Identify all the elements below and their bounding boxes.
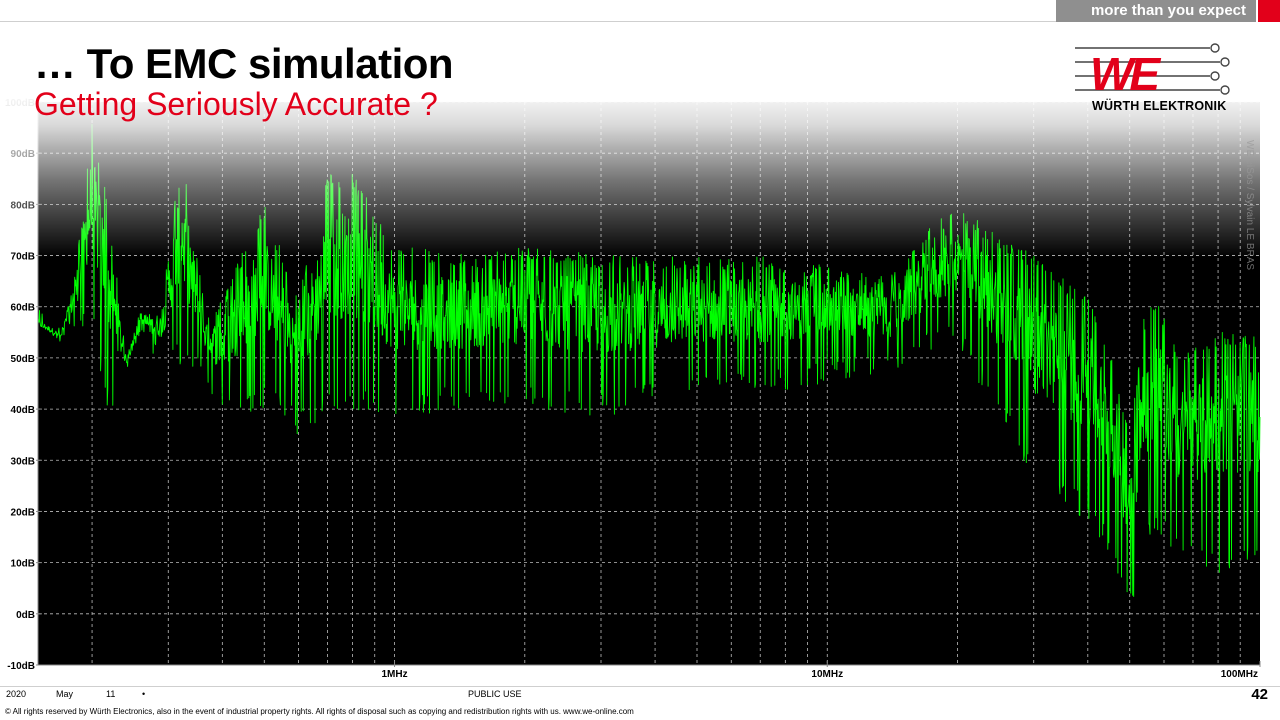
footer-classification: PUBLIC USE <box>468 689 522 699</box>
y-tick-label: 20dB <box>11 507 35 518</box>
chart-grid <box>38 101 1260 666</box>
footer-bullet: • <box>142 689 146 699</box>
slide-title: … To EMC simulation <box>34 40 454 87</box>
tagline-banner: more than you expect <box>1056 0 1256 22</box>
copyright-notice: © All rights reserved by Würth Electroni… <box>5 707 634 716</box>
vertical-watermark: WE-eiSos / Sylvain LE BRAS <box>1244 140 1255 271</box>
y-tick-label: 10dB <box>11 559 35 570</box>
brand-corner-square <box>1258 0 1280 22</box>
slide-subtitle: Getting Seriously Accurate ? <box>34 86 438 122</box>
x-tick-label: 10MHz <box>811 669 843 680</box>
footer-year: 2020 <box>6 689 27 699</box>
y-tick-label: 100dB <box>5 98 35 109</box>
y-tick-label: -10dB <box>7 661 35 672</box>
y-tick-label: 80dB <box>11 200 35 211</box>
y-tick-label: 0dB <box>16 610 35 621</box>
emc-spectrum-chart: 100dB 90dB 80dB 70dB 60dB 50dB 40dB 30dB 20dB 10d… <box>5 98 1261 680</box>
logo-wordmark: WÜRTH ELEKTRONIK <box>1092 99 1227 113</box>
spectrum-series-line <box>37 123 1261 597</box>
spectrum-trace <box>37 123 1261 597</box>
y-tick-label: 60dB <box>11 303 35 314</box>
footer-day: 11 <box>106 689 116 699</box>
x-tick-label: 100MHz <box>1221 669 1258 680</box>
x-tick-label: 1MHz <box>381 669 407 680</box>
y-tick-label: 30dB <box>11 456 35 467</box>
plot-background <box>38 102 1260 665</box>
logo-mark: WE <box>1090 48 1161 100</box>
footer-month: May <box>56 689 74 699</box>
y-tick-label: 50dB <box>11 354 35 365</box>
y-tick-label: 90dB <box>11 149 35 160</box>
header-divider <box>0 21 1256 22</box>
footer-divider <box>0 686 1280 687</box>
page-number: 42 <box>1251 686 1268 703</box>
y-tick-label: 70dB <box>11 252 35 263</box>
y-tick-label: 40dB <box>11 405 35 416</box>
